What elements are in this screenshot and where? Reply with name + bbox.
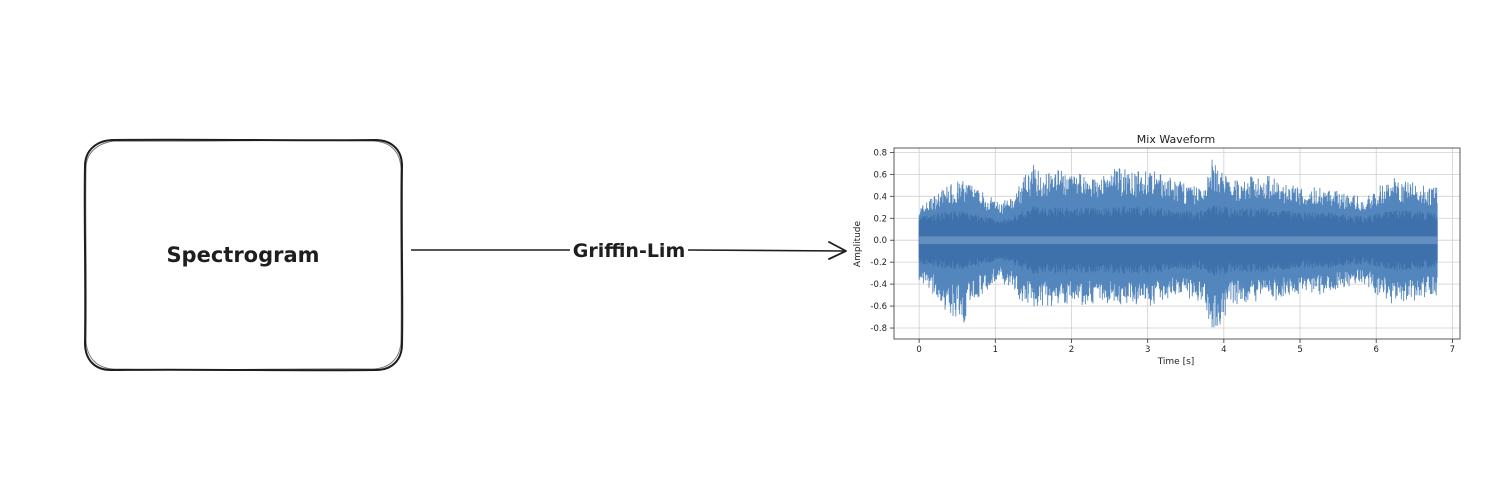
x-tick-label: 3 xyxy=(1145,345,1150,355)
y-axis-ticks: 0.8 0.6 0.4 0.2 0.0 -0.2 -0.4 -0.6 -0.8 xyxy=(870,148,894,334)
y-tick-label: -0.2 xyxy=(870,258,887,268)
waveform-center-band xyxy=(919,236,1437,244)
x-tick-label: 1 xyxy=(993,345,998,355)
y-tick-label: 0.4 xyxy=(873,192,887,202)
x-tick-label: 7 xyxy=(1450,345,1455,355)
x-tick-label: 2 xyxy=(1069,345,1074,355)
mix-waveform-chart: Mix Waveform 0 1 2 3 4 5 6 7 0.8 0.6 0.4 0.2 0.0 -0.… xyxy=(853,133,1460,367)
waveform-series xyxy=(919,160,1437,328)
y-tick-label: 0.2 xyxy=(873,214,887,224)
y-tick-label: 0.6 xyxy=(873,170,887,180)
y-tick-label: -0.6 xyxy=(870,302,887,312)
chart-title: Mix Waveform xyxy=(1137,133,1215,146)
y-tick-label: -0.4 xyxy=(870,280,887,290)
y-tick-label: 0.0 xyxy=(873,236,887,246)
spectrogram-box[interactable]: Spectrogram xyxy=(85,140,403,371)
x-axis-label: Time [s] xyxy=(1157,357,1195,367)
spectrogram-label: Spectrogram xyxy=(166,243,319,267)
y-tick-label: -0.8 xyxy=(870,324,887,334)
x-tick-label: 0 xyxy=(916,345,921,355)
x-tick-label: 6 xyxy=(1373,345,1378,355)
griffin-lim-arrow[interactable]: Griffin-Lim xyxy=(411,240,846,262)
griffin-lim-label: Griffin-Lim xyxy=(573,240,686,262)
y-tick-label: 0.8 xyxy=(873,148,887,158)
y-axis-label: Amplitude xyxy=(853,220,863,267)
x-tick-label: 4 xyxy=(1221,345,1226,355)
x-axis-ticks: 0 1 2 3 4 5 6 7 xyxy=(916,339,1455,355)
x-tick-label: 5 xyxy=(1297,345,1302,355)
